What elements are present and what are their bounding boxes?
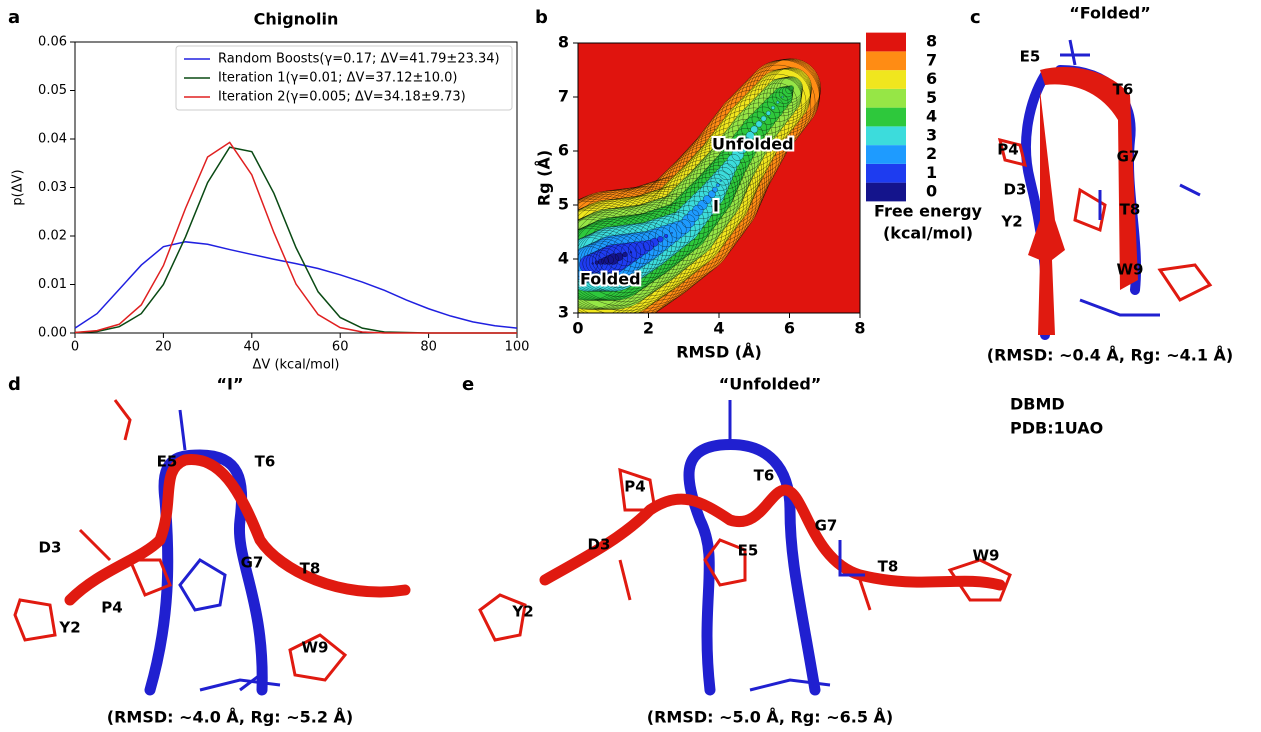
x-tick-label: 0 bbox=[71, 340, 79, 355]
contour-area bbox=[526, 43, 860, 327]
y-axis-label: Rg (Å) bbox=[535, 150, 554, 206]
structure-title: “Folded” bbox=[1069, 4, 1151, 23]
residue-label: T6 bbox=[255, 453, 276, 471]
panel-label: d bbox=[8, 374, 21, 395]
figure: aChignolin0204060801000.000.010.020.030.… bbox=[0, 0, 1261, 732]
y-tick-label: 0.05 bbox=[38, 83, 67, 98]
y-tick-label: 0.06 bbox=[38, 35, 67, 50]
x-tick-label: 60 bbox=[332, 340, 349, 355]
residue-label: D3 bbox=[1004, 181, 1027, 199]
residue-label: D3 bbox=[39, 539, 62, 557]
residue-label: T8 bbox=[1120, 201, 1141, 219]
y-tick-label: 0.02 bbox=[38, 229, 67, 244]
colorbar-cell bbox=[866, 164, 906, 183]
colorbar-cell bbox=[866, 126, 906, 145]
residue-label: Y2 bbox=[58, 619, 80, 637]
annotation: Folded bbox=[580, 270, 641, 289]
x-axis-label: ΔV (kcal/mol) bbox=[253, 358, 340, 373]
residue-label: E5 bbox=[738, 542, 759, 560]
chart-title: Chignolin bbox=[254, 10, 339, 29]
y-tick-label: 5 bbox=[558, 195, 569, 214]
residue-label: T6 bbox=[1113, 81, 1134, 99]
panel-label: c bbox=[970, 7, 981, 28]
colorbar-tick-label: 5 bbox=[926, 88, 937, 107]
residue-label: W9 bbox=[302, 639, 329, 657]
residue-label: G7 bbox=[815, 517, 838, 535]
panel-label: e bbox=[462, 374, 474, 395]
x-tick-label: 0 bbox=[572, 319, 583, 338]
colorbar-cell bbox=[866, 51, 906, 70]
legend-label: Random Boosts(γ=0.17; ΔV=41.79±23.34) bbox=[218, 52, 500, 67]
residue-label: Y2 bbox=[1000, 213, 1022, 231]
residue-label: P4 bbox=[997, 141, 1018, 159]
structure-caption: (RMSD: ~5.0 Å, Rg: ~6.5 Å) bbox=[647, 708, 893, 727]
colorbar-tick-label: 3 bbox=[926, 125, 937, 144]
residue-label: W9 bbox=[1117, 261, 1144, 279]
colorbar-cell bbox=[866, 89, 906, 108]
y-tick-label: 0.04 bbox=[38, 132, 67, 147]
x-tick-label: 2 bbox=[643, 319, 654, 338]
residue-label: T8 bbox=[300, 560, 321, 578]
residue-label: Y2 bbox=[511, 603, 533, 621]
colorbar-cell bbox=[866, 183, 906, 202]
annotation: Unfolded bbox=[712, 135, 794, 154]
residue-label: D3 bbox=[588, 536, 611, 554]
legend-label: Iteration 2(γ=0.005; ΔV=34.18±9.73) bbox=[218, 90, 466, 105]
structure-c bbox=[1000, 40, 1210, 335]
x-tick-label: 40 bbox=[244, 340, 261, 355]
x-tick-label: 6 bbox=[784, 319, 795, 338]
x-tick-label: 4 bbox=[713, 319, 724, 338]
residue-label: P4 bbox=[624, 478, 645, 496]
residue-label: T6 bbox=[754, 467, 775, 485]
structure-title: “Unfolded” bbox=[719, 375, 822, 394]
structure-title: “I” bbox=[217, 375, 244, 394]
y-tick-label: 4 bbox=[558, 249, 569, 268]
panel-label: a bbox=[8, 7, 20, 28]
x-tick-label: 8 bbox=[854, 319, 865, 338]
residue-label: G7 bbox=[1117, 148, 1140, 166]
legend-label: DBMD bbox=[1010, 395, 1065, 414]
y-tick-label: 0.00 bbox=[38, 326, 67, 341]
panel-label: b bbox=[535, 7, 548, 28]
y-axis-label: p(ΔV) bbox=[11, 169, 26, 205]
colorbar-cell bbox=[866, 70, 906, 89]
y-tick-label: 0.01 bbox=[38, 277, 67, 292]
colorbar-label: Free energy bbox=[874, 202, 983, 221]
structure-caption: (RMSD: ~4.0 Å, Rg: ~5.2 Å) bbox=[107, 708, 353, 727]
colorbar-tick-label: 4 bbox=[926, 107, 937, 126]
colorbar-cell bbox=[866, 33, 906, 52]
residue-label: E5 bbox=[1020, 48, 1041, 66]
y-tick-label: 6 bbox=[558, 141, 569, 160]
colorbar-tick-label: 6 bbox=[926, 69, 937, 88]
colorbar-tick-label: 0 bbox=[926, 182, 937, 201]
y-tick-label: 0.03 bbox=[38, 180, 67, 195]
colorbar-tick-label: 2 bbox=[926, 144, 937, 163]
colorbar-cell bbox=[866, 108, 906, 127]
residue-label: T8 bbox=[878, 558, 899, 576]
residue-label: G7 bbox=[241, 554, 264, 572]
colorbar-tick-label: 1 bbox=[926, 163, 937, 182]
y-tick-label: 7 bbox=[558, 87, 569, 106]
x-tick-label: 20 bbox=[155, 340, 172, 355]
legend-label: Iteration 1(γ=0.01; ΔV=37.12±10.0) bbox=[218, 71, 457, 86]
colorbar-tick-label: 8 bbox=[926, 32, 937, 51]
structure-caption: (RMSD: ~0.4 Å, Rg: ~4.1 Å) bbox=[987, 346, 1233, 365]
x-axis-label: RMSD (Å) bbox=[676, 343, 762, 362]
residue-label: P4 bbox=[101, 599, 122, 617]
line-series bbox=[75, 142, 517, 333]
colorbar-label: (kcal/mol) bbox=[883, 224, 973, 243]
y-tick-label: 3 bbox=[558, 303, 569, 322]
legend-label: PDB:1UAO bbox=[1010, 419, 1103, 438]
annotation: I bbox=[713, 197, 719, 216]
colorbar-cell bbox=[866, 145, 906, 164]
x-tick-label: 100 bbox=[505, 340, 530, 355]
colorbar-tick-label: 7 bbox=[926, 50, 937, 69]
y-tick-label: 8 bbox=[558, 33, 569, 52]
x-tick-label: 80 bbox=[420, 340, 437, 355]
residue-label: E5 bbox=[157, 453, 178, 471]
residue-label: W9 bbox=[973, 547, 1000, 565]
structure-d bbox=[15, 400, 405, 690]
